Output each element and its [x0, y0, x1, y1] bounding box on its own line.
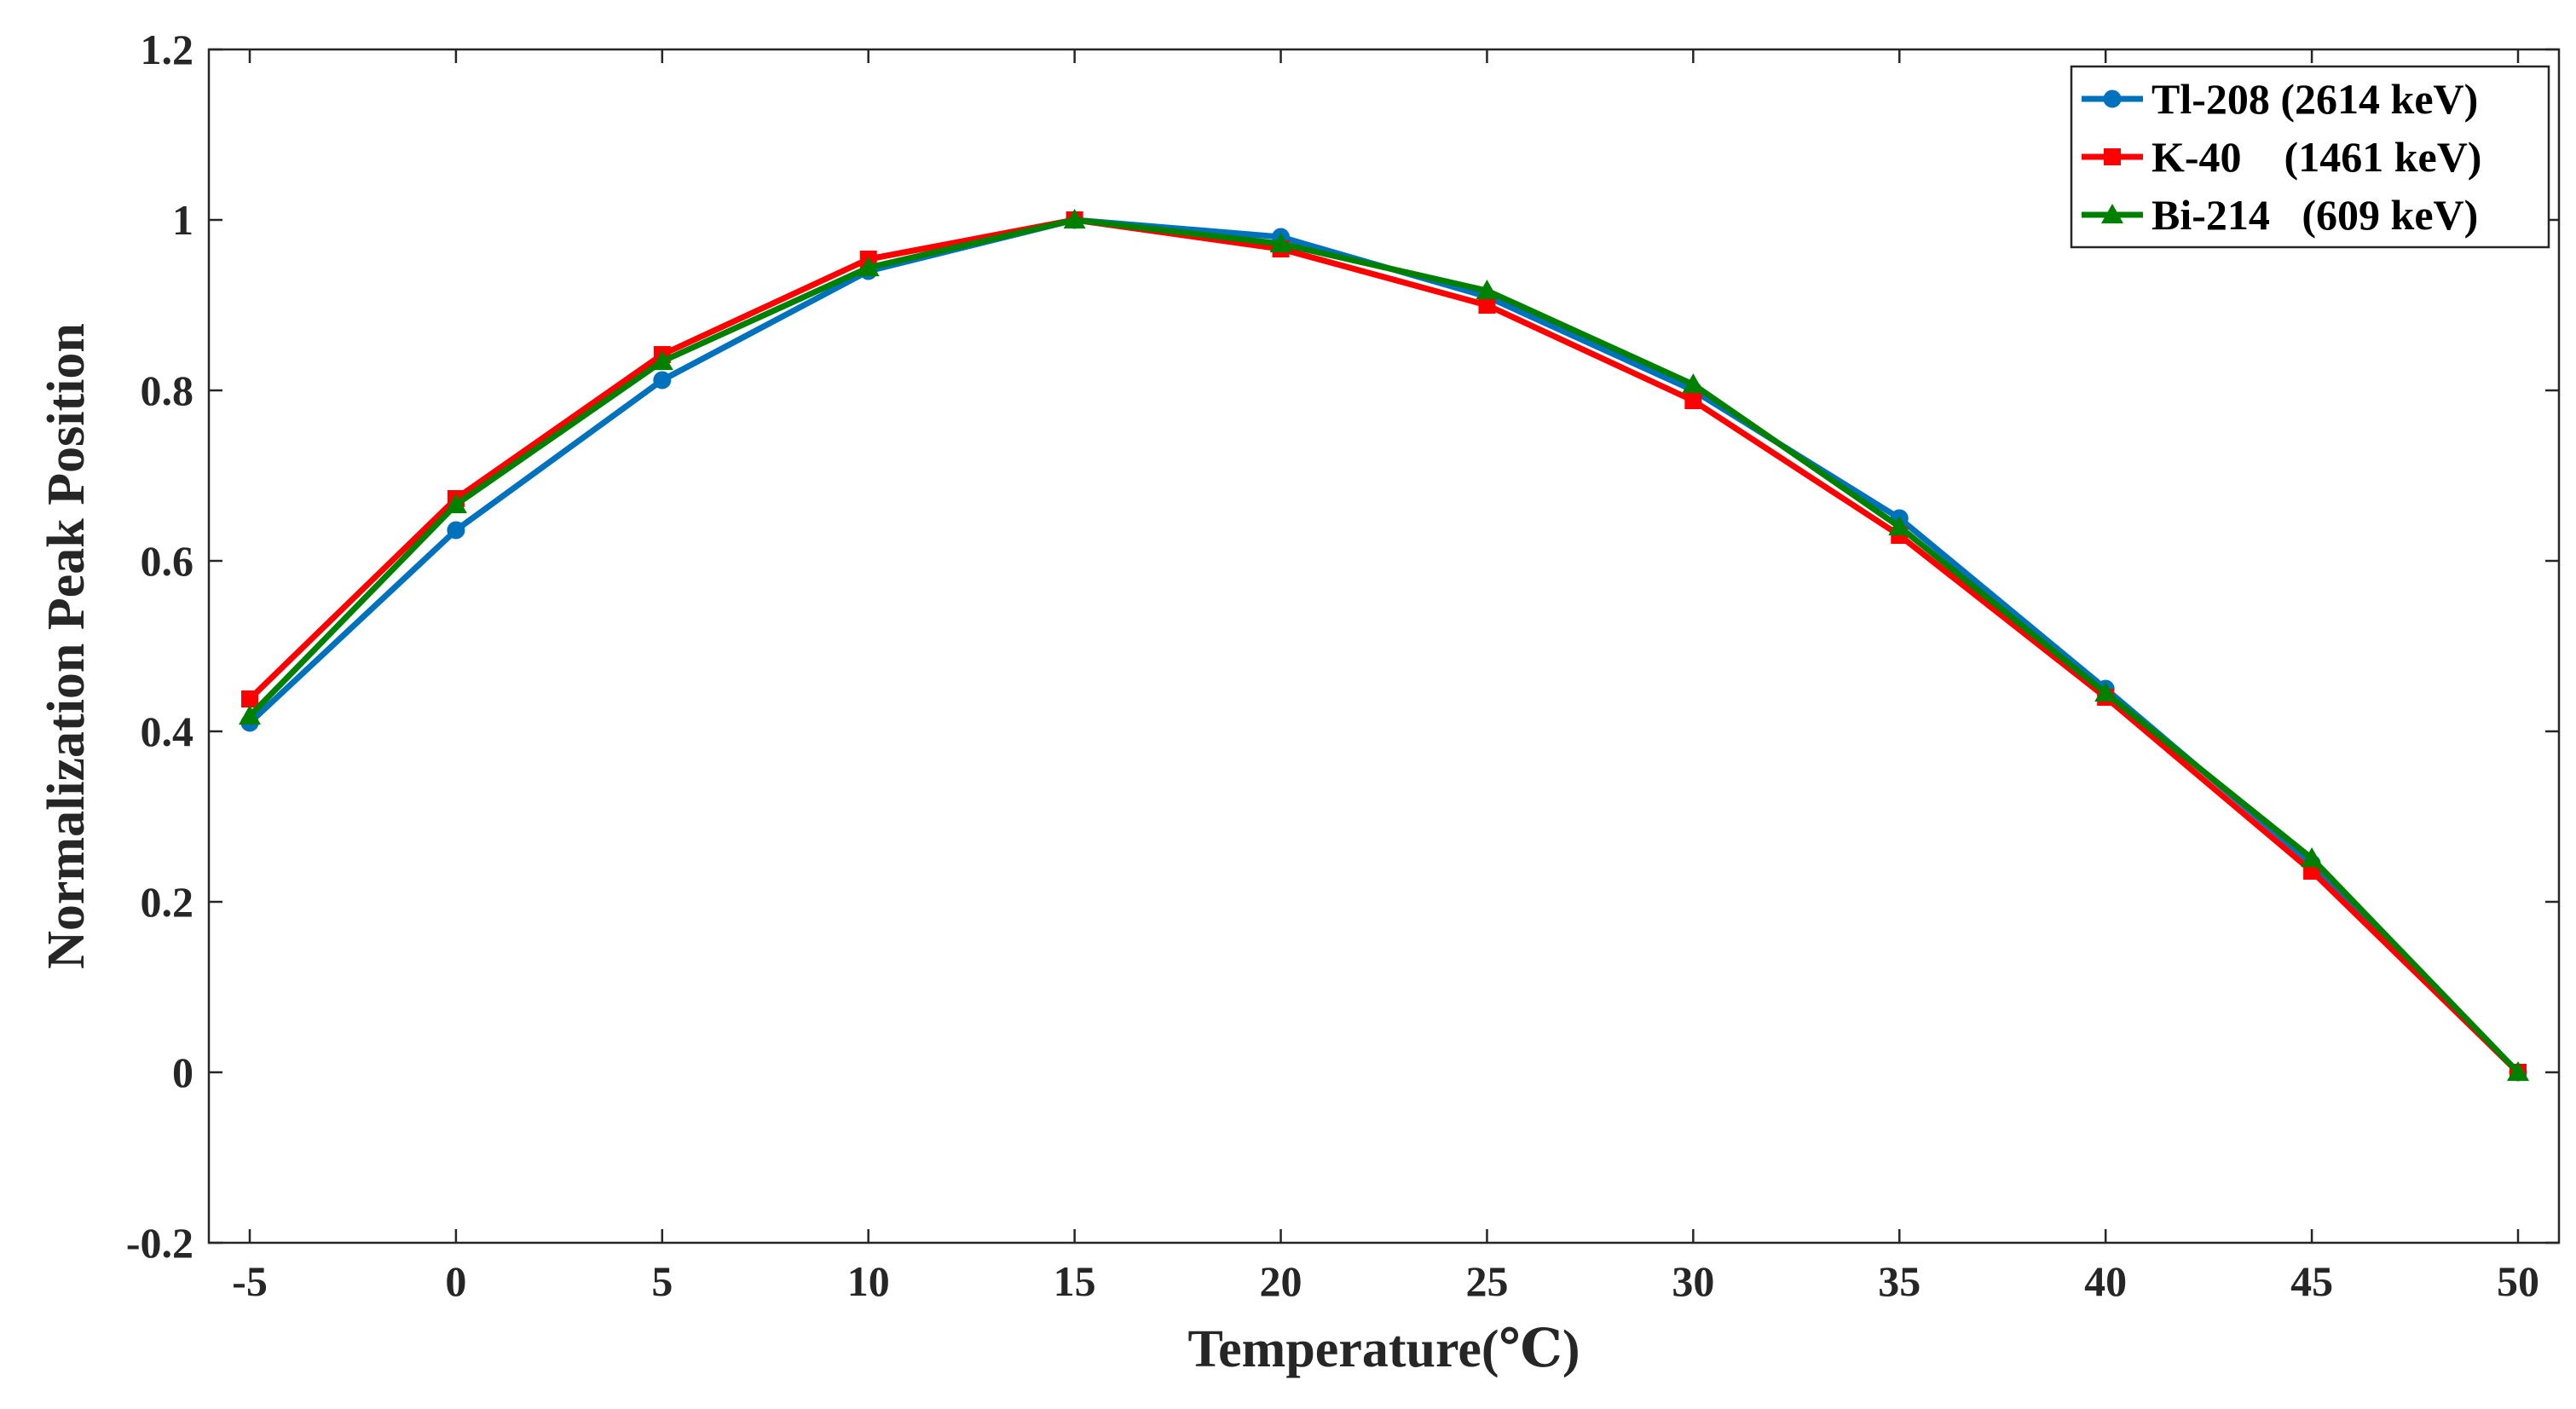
series-2 — [239, 209, 2529, 1082]
data-point — [2094, 682, 2117, 702]
axes: -5 0 5 10 15 20 25 30 35 40 45 50 -0.2 0 0.2 0.4 0.6 0.8 1… — [126, 26, 2561, 1305]
legend-box — [2070, 65, 2550, 249]
legend-entry-label: Bi-214 (609 keV) — [2151, 191, 2478, 239]
x-tick-label: 15 — [1054, 1257, 1096, 1305]
legend: Tl-208 (2614 keV) K-40 (1461 keV) Bi-214 (… — [2070, 65, 2550, 249]
y-tick-label: 1.2 — [141, 26, 194, 73]
x-tick-label: 50 — [2497, 1257, 2539, 1305]
x-tick-label: 0 — [445, 1257, 466, 1305]
series-line — [247, 217, 2521, 1075]
series-0 — [240, 211, 2527, 1082]
data-point — [1269, 233, 1292, 253]
data-point — [1684, 392, 1702, 409]
x-tick-label: 40 — [2084, 1257, 2127, 1305]
data-point — [1478, 297, 1496, 314]
x-tick-label: 25 — [1465, 1257, 1508, 1305]
data-point — [857, 257, 880, 277]
legend-entry-label: K-40 (1461 keV) — [2151, 133, 2481, 181]
plot-frame — [207, 48, 2561, 1244]
legend-entry-label: Tl-208 (2614 keV) — [2151, 75, 2478, 123]
data-point — [1888, 516, 1911, 536]
data-point — [2507, 1061, 2529, 1082]
legend-marker — [2104, 148, 2121, 165]
data-point — [2301, 847, 2324, 868]
x-tick-label: 35 — [1878, 1257, 1920, 1305]
x-tick-label: 20 — [1260, 1257, 1302, 1305]
data-point — [241, 690, 258, 707]
x-tick-label: 45 — [2290, 1257, 2333, 1305]
data-point — [239, 705, 261, 725]
x-tick-label: 5 — [651, 1257, 673, 1305]
data-point — [653, 371, 672, 390]
y-tick-label: 0.8 — [141, 367, 194, 414]
series-1 — [241, 211, 2527, 1081]
y-tick-label: 0.4 — [141, 707, 194, 755]
legend-marker — [2101, 204, 2123, 224]
series-line — [247, 217, 2521, 1075]
series-line — [247, 217, 2521, 1075]
data-point — [1476, 280, 1499, 300]
y-tick-label: 0.6 — [141, 537, 194, 585]
y-tick-label: 0.2 — [141, 878, 194, 926]
y-tick-label: 0 — [172, 1048, 193, 1096]
data-point — [650, 350, 673, 371]
y-axis-label: Normalization Peak Position — [38, 323, 95, 969]
x-axis-label: Temperature(℃) — [1188, 1320, 1580, 1378]
y-tick-label: -0.2 — [126, 1219, 193, 1267]
legend-marker — [2103, 90, 2122, 108]
data-point — [1682, 373, 1705, 394]
data-point — [447, 521, 465, 540]
x-tick-label: 30 — [1672, 1257, 1714, 1305]
y-tick-label: 1 — [172, 196, 193, 244]
x-tick-label: -5 — [232, 1257, 268, 1305]
x-tick-label: 10 — [847, 1257, 890, 1305]
data-point — [1063, 209, 1086, 229]
series-group — [239, 209, 2529, 1082]
data-point — [444, 494, 467, 514]
